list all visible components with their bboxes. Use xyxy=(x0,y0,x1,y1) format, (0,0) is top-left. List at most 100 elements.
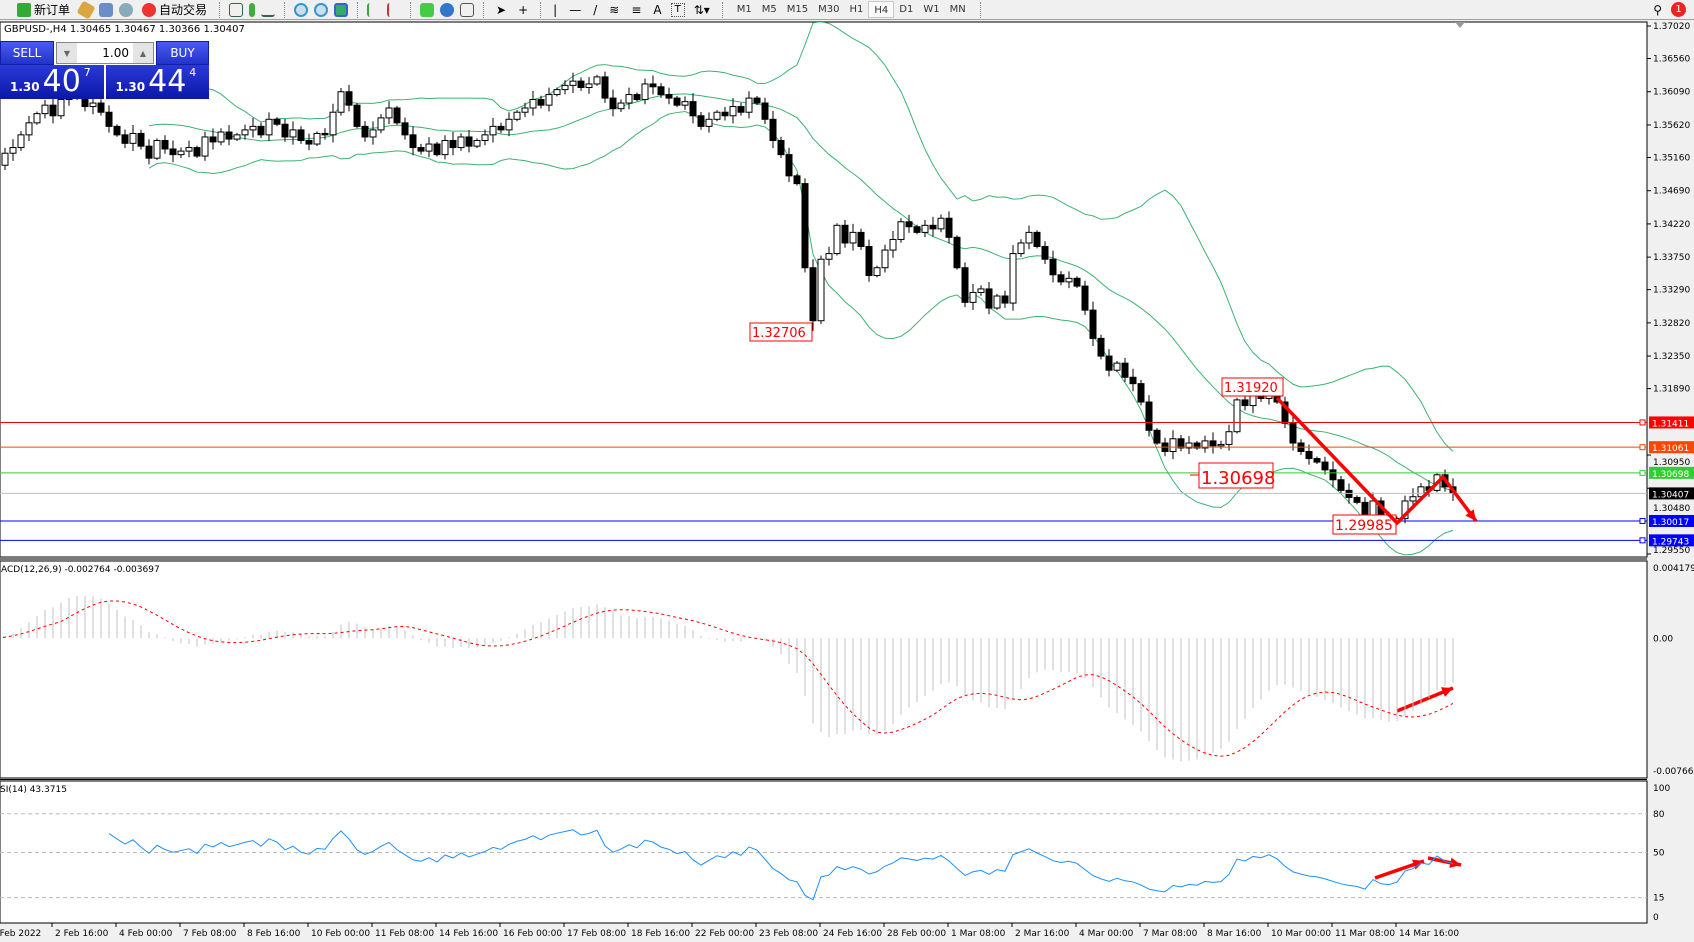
chart-shift-marker-icon xyxy=(1455,22,1465,28)
timeframe-m15[interactable]: M15 xyxy=(786,4,809,15)
bid-price-button[interactable]: 1.30 40 7 xyxy=(0,65,104,99)
bull-candle xyxy=(249,125,257,131)
tile-windows-icon[interactable] xyxy=(334,2,349,17)
bull-candle xyxy=(1233,399,1241,433)
indicators-icon[interactable] xyxy=(420,2,435,17)
signals-icon[interactable] xyxy=(119,2,134,17)
bear-candle xyxy=(1097,337,1105,357)
timeframe-m30[interactable]: M30 xyxy=(818,4,840,15)
cursor-icon[interactable]: ➤ xyxy=(496,2,507,17)
candlestick-icon[interactable] xyxy=(249,2,256,17)
bear-candle xyxy=(609,97,617,110)
periods-icon[interactable] xyxy=(440,2,455,17)
bar-chart-icon[interactable] xyxy=(229,2,244,17)
chart-shift-icon[interactable] xyxy=(387,2,401,17)
bear-candle xyxy=(1129,376,1137,385)
bear-candle xyxy=(1241,399,1249,407)
date-axis-label: 8 Mar 16:00 xyxy=(1207,929,1262,939)
bear-candle xyxy=(1049,258,1057,276)
timeframe-mn[interactable]: MN xyxy=(949,4,966,15)
zoom-out-icon[interactable] xyxy=(314,2,329,17)
timeframe-w1[interactable]: W1 xyxy=(923,4,940,15)
timeframe-h4[interactable]: H4 xyxy=(868,1,895,18)
bear-candle xyxy=(1089,309,1097,339)
bear-candle xyxy=(769,118,777,142)
bear-candle xyxy=(257,125,265,136)
rsi-axis-label: 0 xyxy=(1653,913,1659,923)
zoom-in-icon[interactable] xyxy=(294,2,309,17)
search-icon[interactable]: ⚲ xyxy=(1653,2,1662,17)
autoscroll-icon[interactable] xyxy=(367,2,381,17)
bear-candle xyxy=(225,131,233,140)
macd-axis-label: 0.004179 xyxy=(1653,564,1694,574)
text-label-icon[interactable]: T xyxy=(670,2,685,17)
fibonacci-icon[interactable]: ≋ xyxy=(609,2,620,17)
channel-icon[interactable]: ≡ xyxy=(631,2,642,17)
bear-candle xyxy=(449,140,457,149)
crosshair-icon[interactable]: + xyxy=(518,2,529,17)
metaeditor-icon[interactable] xyxy=(76,0,96,19)
date-axis-label: 11 Feb 08:00 xyxy=(375,929,434,939)
price-axis-label: 1.30950 xyxy=(1653,458,1690,468)
horizontal-line-icon[interactable]: — xyxy=(569,2,582,17)
timeframe-m1[interactable]: M1 xyxy=(736,4,752,15)
lot-decrease-button[interactable]: ▼ xyxy=(57,43,77,63)
ask-price-button[interactable]: 1.30 44 4 xyxy=(105,65,209,99)
bull-candle xyxy=(1201,440,1209,449)
price-axis-label: 1.35620 xyxy=(1653,121,1690,131)
bear-candle xyxy=(1177,438,1185,449)
date-axis-label: 4 Feb 00:00 xyxy=(119,929,173,939)
price-line-tag xyxy=(1649,416,1694,429)
buy-button[interactable]: BUY xyxy=(156,41,209,65)
timeframe-d1[interactable]: D1 xyxy=(899,4,914,15)
bull-candle xyxy=(9,147,17,154)
price-axis-label: 1.36560 xyxy=(1653,55,1690,65)
bull-candle xyxy=(561,84,569,91)
bull-candle xyxy=(441,140,449,156)
date-axis-label: 7 Mar 08:00 xyxy=(1143,929,1198,939)
templates-icon[interactable] xyxy=(460,2,475,17)
bear-candle xyxy=(1289,422,1297,444)
arrows-icon[interactable]: ⇅▾ xyxy=(693,2,710,17)
market-watch-icon[interactable] xyxy=(99,2,114,17)
date-axis-label: 7 Feb 08:00 xyxy=(183,929,237,939)
timeframe-h1[interactable]: H1 xyxy=(849,4,864,15)
sell-button[interactable]: SELL xyxy=(0,41,54,65)
price-label-box xyxy=(749,322,813,342)
bear-candle xyxy=(97,102,105,113)
bull-candle xyxy=(177,150,185,156)
line-chart-icon[interactable] xyxy=(261,3,276,17)
bull-candle xyxy=(873,267,881,277)
lot-size-input[interactable]: ▼ 1.00 ▲ xyxy=(56,42,154,64)
trendline-icon[interactable]: / xyxy=(593,2,598,17)
date-axis-label: 14 Feb 16:00 xyxy=(439,929,498,939)
timeframe-m5[interactable]: M5 xyxy=(761,4,777,15)
bull-candle xyxy=(1249,394,1257,407)
bear-candle xyxy=(1321,461,1329,471)
bear-candle xyxy=(417,147,425,152)
vertical-line-icon[interactable]: | xyxy=(553,2,558,17)
bid-prefix: 1.30 xyxy=(10,80,40,94)
lot-value[interactable]: 1.00 xyxy=(102,46,129,60)
date-axis-label: 11 Mar 08:00 xyxy=(1335,929,1395,939)
bull-candle xyxy=(153,140,161,159)
price-line-tag-text: 1.29743 xyxy=(1652,537,1689,547)
text-icon[interactable]: A xyxy=(653,2,662,17)
price-axis-label: 1.32350 xyxy=(1653,352,1690,362)
price-line-tag-text: 1.31411 xyxy=(1652,419,1689,429)
bear-candle xyxy=(1081,285,1089,311)
toolbar: 新订单 自动交易 ➤ + | — / ≋ ≡ A T ⇅▾ M1 M5 M15 M30… xyxy=(0,0,1694,20)
bear-candle xyxy=(105,111,113,127)
bull-candle xyxy=(17,134,25,149)
rsi-label: SI(14) 43.3715 xyxy=(0,785,67,795)
bull-candle xyxy=(553,89,561,96)
new-order-button[interactable]: 新订单 xyxy=(14,1,73,19)
price-axis-label: 1.33290 xyxy=(1653,286,1690,296)
bull-candle xyxy=(1017,242,1025,255)
notification-badge[interactable]: 1 xyxy=(1671,2,1686,17)
bear-candle xyxy=(761,102,769,120)
bear-candle xyxy=(81,97,89,108)
lot-increase-button[interactable]: ▲ xyxy=(133,43,153,63)
auto-trading-button[interactable]: 自动交易 xyxy=(139,1,210,19)
